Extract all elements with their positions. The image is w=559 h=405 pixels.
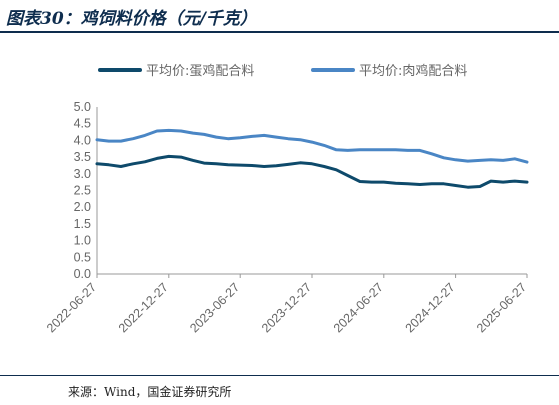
source-note: 来源：Wind，国金证券研究所 bbox=[68, 385, 232, 399]
y-tick-label: 4.5 bbox=[74, 117, 91, 131]
y-tick-label: 3.0 bbox=[74, 167, 91, 181]
x-tick-label: 2024-12-27 bbox=[403, 280, 458, 335]
y-tick-label: 1.0 bbox=[74, 234, 91, 248]
x-tick-label: 2024-06-27 bbox=[331, 280, 386, 335]
series-layer bbox=[95, 128, 529, 189]
title-divider bbox=[0, 31, 559, 33]
legend-label: 平均价:肉鸡配合料 bbox=[359, 63, 467, 79]
legend-label: 平均价:蛋鸡配合料 bbox=[146, 63, 254, 79]
x-tick-label: 2023-12-27 bbox=[259, 280, 314, 335]
y-tick-label: 1.5 bbox=[74, 217, 91, 231]
y-tick-label: 0.0 bbox=[74, 267, 91, 281]
y-tick-label: 0.5 bbox=[74, 250, 91, 264]
x-axis: 2022-06-27 2022-12-27 2023-06-27 2023-12-27… bbox=[44, 273, 529, 335]
chart-title: 图表30：鸡饲料价格（元/千克） bbox=[6, 9, 257, 29]
x-tick-label: 2025-06-27 bbox=[474, 280, 529, 335]
series-line-layer-feed bbox=[95, 154, 529, 189]
x-tick-label: 2023-06-27 bbox=[187, 280, 242, 335]
y-tick-label: 5.0 bbox=[74, 100, 91, 114]
y-tick-label: 2.0 bbox=[74, 200, 91, 214]
y-axis: 0.0 0.5 1.0 1.5 2.0 2.5 3.0 3.5 4.0 4.5 5.0 bbox=[74, 100, 98, 281]
x-tick-label: 2022-12-27 bbox=[116, 280, 171, 335]
legend: 平均价:蛋鸡配合料 平均价:肉鸡配合料 bbox=[98, 63, 467, 79]
line-chart: 平均价:蛋鸡配合料 平均价:肉鸡配合料 0.0 0.5 1.0 1.5 2.0 2.5 3.0… bbox=[44, 63, 529, 335]
x-tick-label: 2022-06-27 bbox=[44, 280, 99, 335]
y-tick-label: 4.0 bbox=[74, 133, 91, 147]
y-tick-label: 2.5 bbox=[74, 184, 91, 198]
y-tick-label: 3.5 bbox=[74, 150, 91, 164]
title-bar: 图表30：鸡饲料价格（元/千克） bbox=[0, 0, 559, 32]
footer-divider bbox=[0, 375, 559, 376]
series-line-broiler-feed bbox=[95, 128, 529, 164]
